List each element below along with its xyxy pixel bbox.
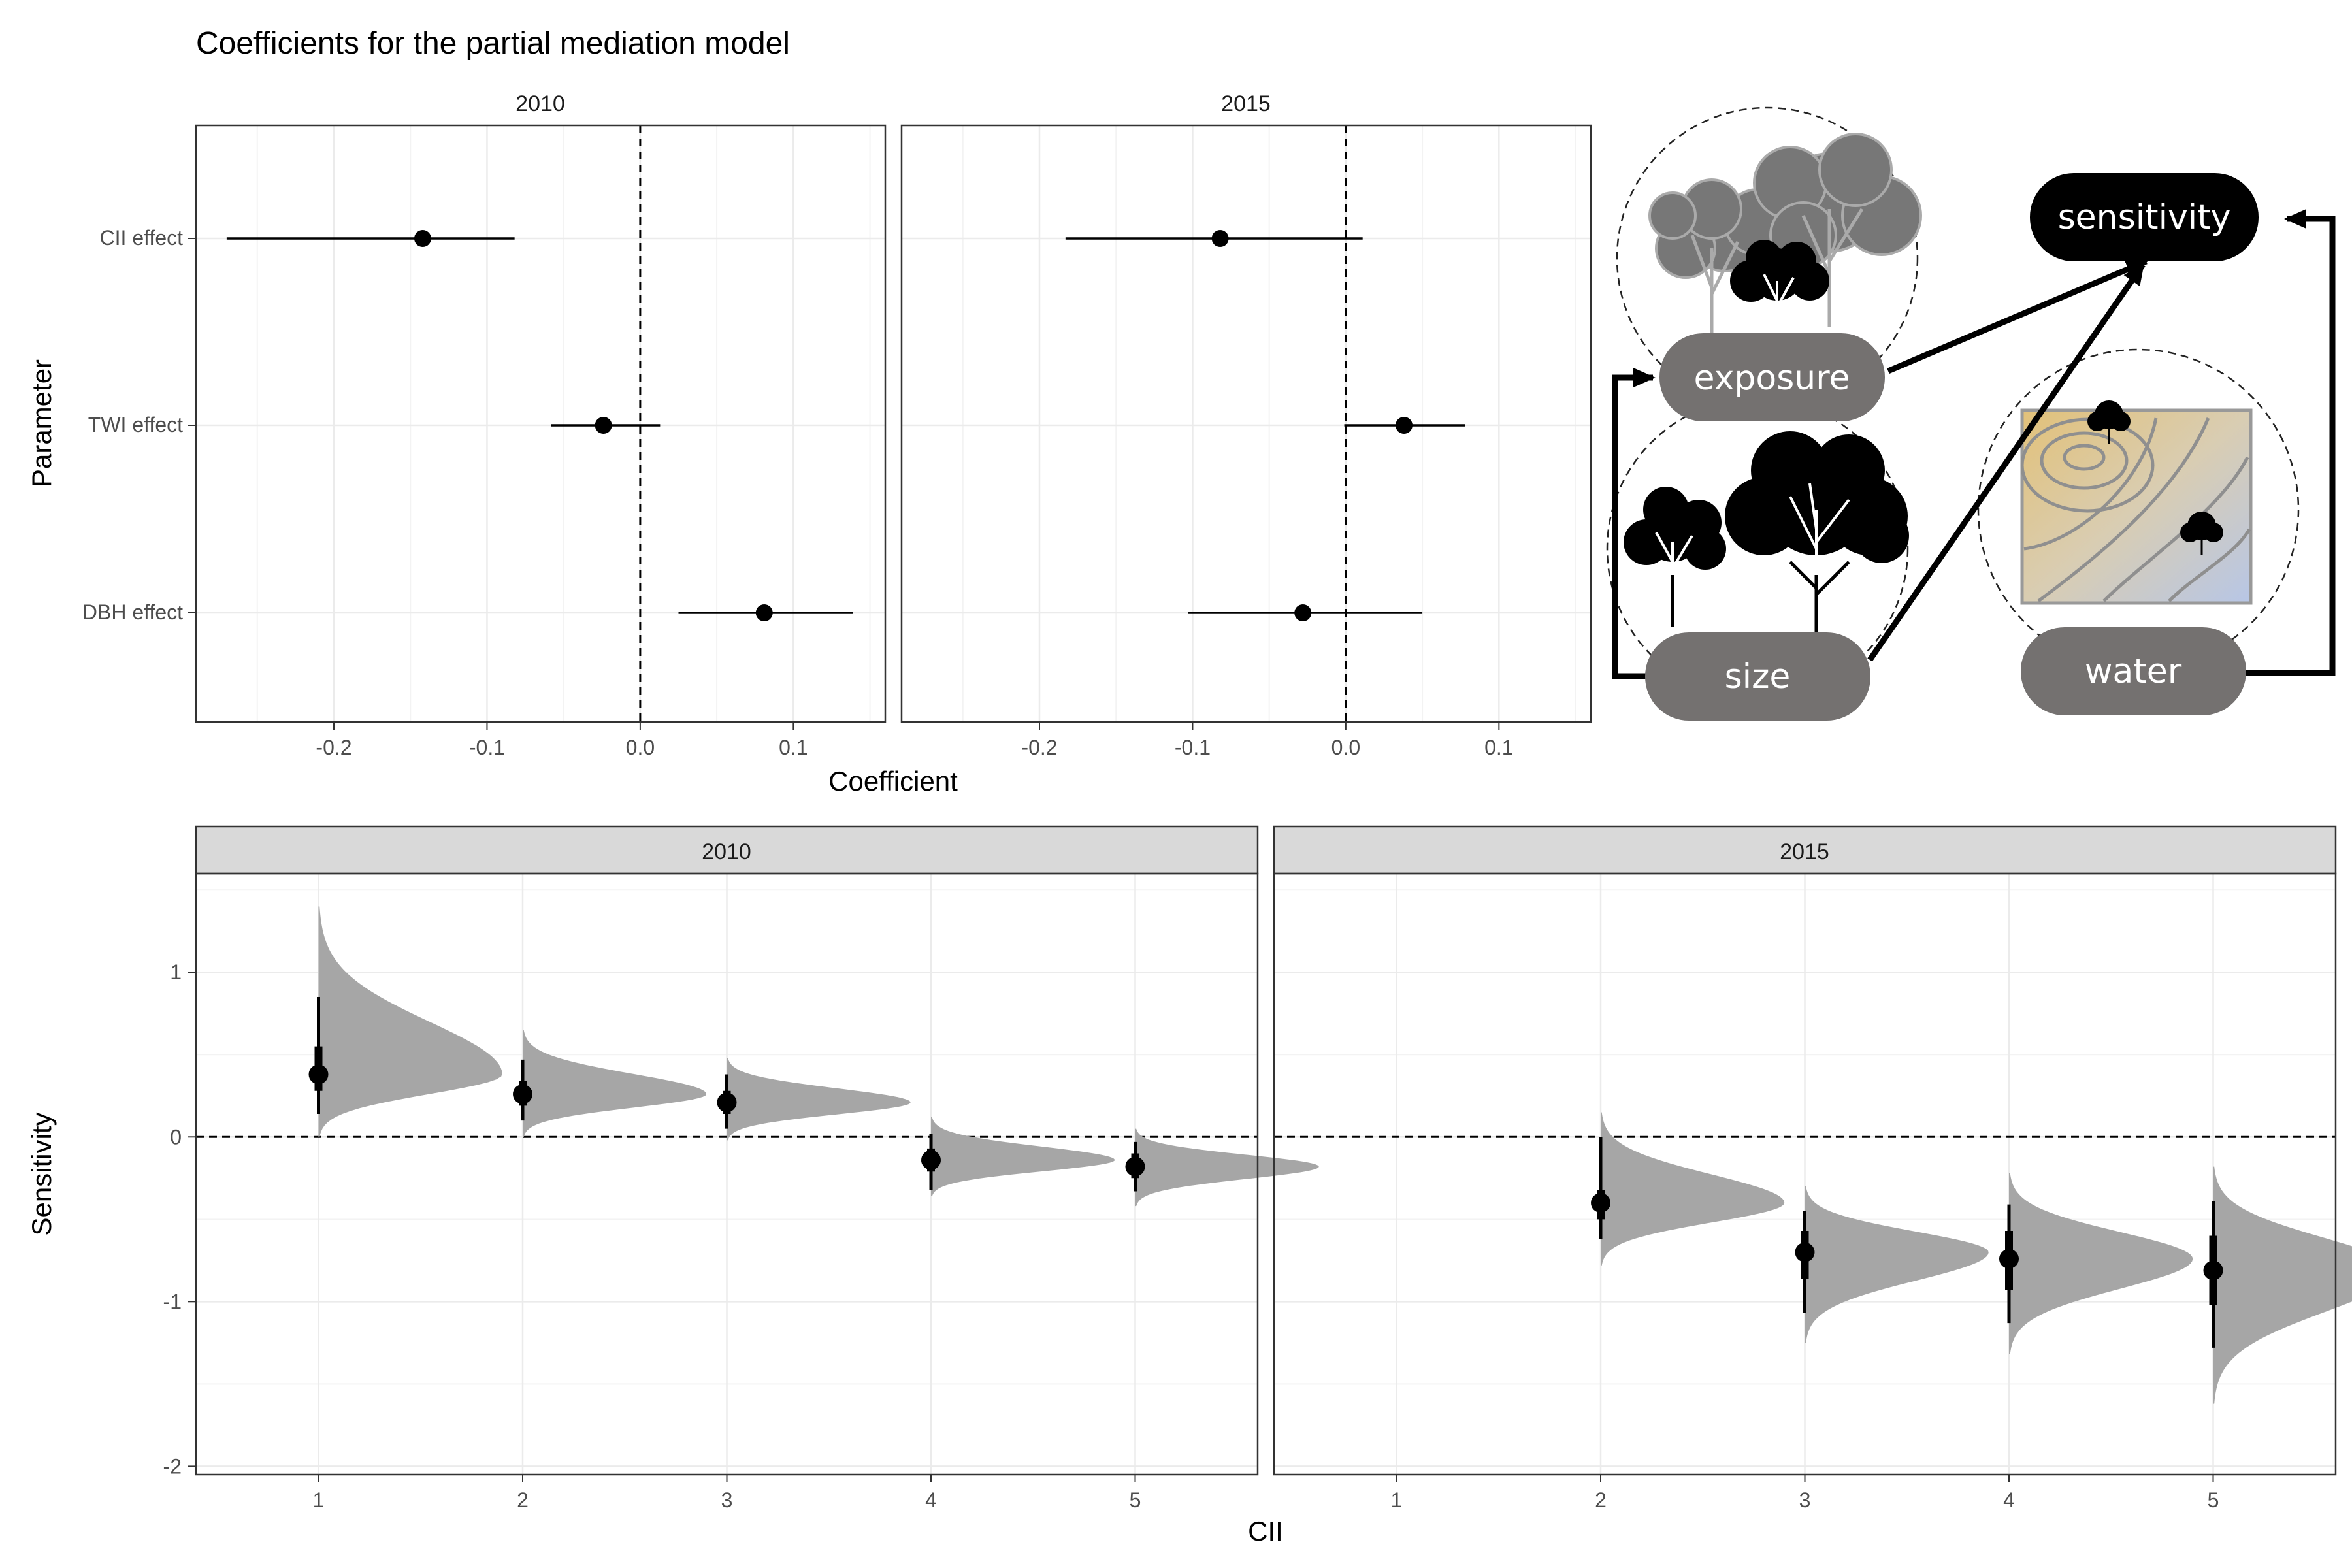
- coef-point: [755, 604, 773, 621]
- sens-x-tick-label: 4: [2003, 1488, 2015, 1512]
- sens-density: [1135, 1128, 1319, 1207]
- sens-median-point: [513, 1084, 532, 1104]
- coef-x-tick-label: -0.2: [316, 736, 351, 759]
- exposure-trees-icon: [1648, 133, 1922, 333]
- sens-facet-label-2010: 2010: [702, 840, 751, 864]
- sens-x-axis-title: CII: [1248, 1516, 1283, 1546]
- mediation-diagram: sensitivity exposure size water: [1606, 106, 2336, 721]
- sens-y-tick-label: -1: [163, 1290, 182, 1313]
- coef-x-tick-label: 0.0: [626, 736, 655, 759]
- sens-median-point: [921, 1150, 941, 1170]
- sens-median-point: [2203, 1260, 2223, 1281]
- sens-median-point: [717, 1092, 737, 1113]
- sens-x-tick-label: 3: [721, 1488, 733, 1512]
- sens-strip-2015: [1273, 825, 2337, 875]
- param-label-twi: TWI effect: [88, 413, 183, 436]
- sens-y-tick-label: -2: [163, 1454, 182, 1478]
- sens-facet-label-2015: 2015: [1780, 840, 1829, 864]
- param-label-dbh: DBH effect: [82, 600, 183, 624]
- sensitivity-data: [196, 906, 2352, 1404]
- sens-x-tick-label: 5: [1130, 1488, 1141, 1512]
- coefficient-plot: -0.2 -0.1 0.0 0.1 -0.2 -0.1 0.0 0.1 2010 2015 C…: [26, 91, 1592, 796]
- sens-x-tick-label: 2: [517, 1488, 529, 1512]
- sens-y-tick-label: 1: [170, 960, 182, 984]
- node-sensitivity: sensitivity: [2030, 173, 2259, 261]
- coef-x-tick-label: -0.1: [469, 736, 505, 759]
- coef-y-axis-title: Parameter: [26, 359, 57, 487]
- sens-x-tick-label: 1: [1391, 1488, 1403, 1512]
- node-water: water: [2021, 627, 2246, 715]
- coefficient-grid: -0.2 -0.1 0.0 0.1 -0.2 -0.1 0.0 0.1: [196, 125, 1591, 759]
- sens-x-tick-label: 5: [2208, 1488, 2219, 1512]
- coef-x-tick-label: 0.0: [1331, 736, 1360, 759]
- sens-median-point: [1999, 1249, 2019, 1269]
- sens-density: [523, 1030, 707, 1137]
- figure-title: Coefficients for the partial mediation m…: [196, 26, 790, 61]
- diagram-arrows: [1612, 209, 2336, 679]
- coef-panel-2010-border: [195, 124, 887, 723]
- node-sensitivity-label: sensitivity: [2058, 198, 2231, 237]
- sens-density: [1601, 1112, 1785, 1266]
- sens-density: [931, 1117, 1115, 1197]
- node-exposure: exposure: [1659, 333, 1885, 421]
- coef-facet-label-2010: 2010: [515, 91, 565, 116]
- coef-x-tick-label: -0.1: [1175, 736, 1211, 759]
- sens-density: [2009, 1173, 2193, 1354]
- coefficient-data: [226, 125, 1465, 722]
- sens-y-tick-label: 0: [170, 1125, 182, 1149]
- sens-x-tick-label: 3: [1799, 1488, 1811, 1512]
- water-map-icon: [2020, 400, 2253, 605]
- sens-density: [318, 906, 502, 1137]
- sens-x-tick-label: 2: [1595, 1488, 1607, 1512]
- sens-panel-2015-border: [1273, 872, 2337, 1476]
- sens-x-tick-label: 1: [313, 1488, 325, 1512]
- size-to-sensitivity-arrow: [1867, 262, 2146, 662]
- coef-point: [414, 230, 431, 247]
- exposure-to-sensitivity-arrow: [1887, 258, 2149, 374]
- sens-x-tick-label: 4: [925, 1488, 937, 1512]
- sens-median-point: [1125, 1156, 1145, 1177]
- sens-median-point: [1591, 1193, 1610, 1213]
- coef-x-tick-label: 0.1: [1484, 736, 1513, 759]
- sens-y-axis-title: Sensitivity: [26, 1112, 57, 1235]
- node-exposure-label: exposure: [1694, 359, 1850, 398]
- coef-panel-2015-border: [900, 124, 1592, 723]
- coef-point: [595, 417, 612, 434]
- coef-point: [1211, 230, 1229, 247]
- sens-panel-2010-border: [195, 872, 1259, 1476]
- param-ticks: [188, 238, 196, 613]
- coef-facet-label-2015: 2015: [1221, 91, 1271, 116]
- coef-x-axis-title: Coefficient: [828, 766, 958, 796]
- node-water-label: water: [2085, 652, 2182, 691]
- coef-point: [1395, 417, 1413, 434]
- coef-x-tick-label: 0.1: [779, 736, 808, 759]
- node-size-label: size: [1725, 657, 1791, 696]
- coef-x-tick-label: -0.2: [1021, 736, 1057, 759]
- size-to-exposure-arrow: [1612, 368, 1656, 679]
- sens-median-point: [308, 1064, 329, 1085]
- param-label-cii: CII effect: [100, 226, 184, 250]
- coef-point: [1294, 604, 1312, 621]
- sens-density: [727, 1058, 911, 1141]
- node-size: size: [1645, 632, 1870, 721]
- sens-median-point: [1795, 1242, 1815, 1262]
- size-trees-icon: [1624, 431, 1909, 634]
- water-to-sensitivity-arrow: [2246, 209, 2336, 676]
- sens-density: [2213, 1166, 2352, 1404]
- sens-density: [1805, 1186, 1989, 1343]
- sensitivity-plot: 1 2 3 4 5 -2 -1 0 1 1 2 3 4 5 2010 2015 CII Sensitivi…: [26, 825, 2352, 1546]
